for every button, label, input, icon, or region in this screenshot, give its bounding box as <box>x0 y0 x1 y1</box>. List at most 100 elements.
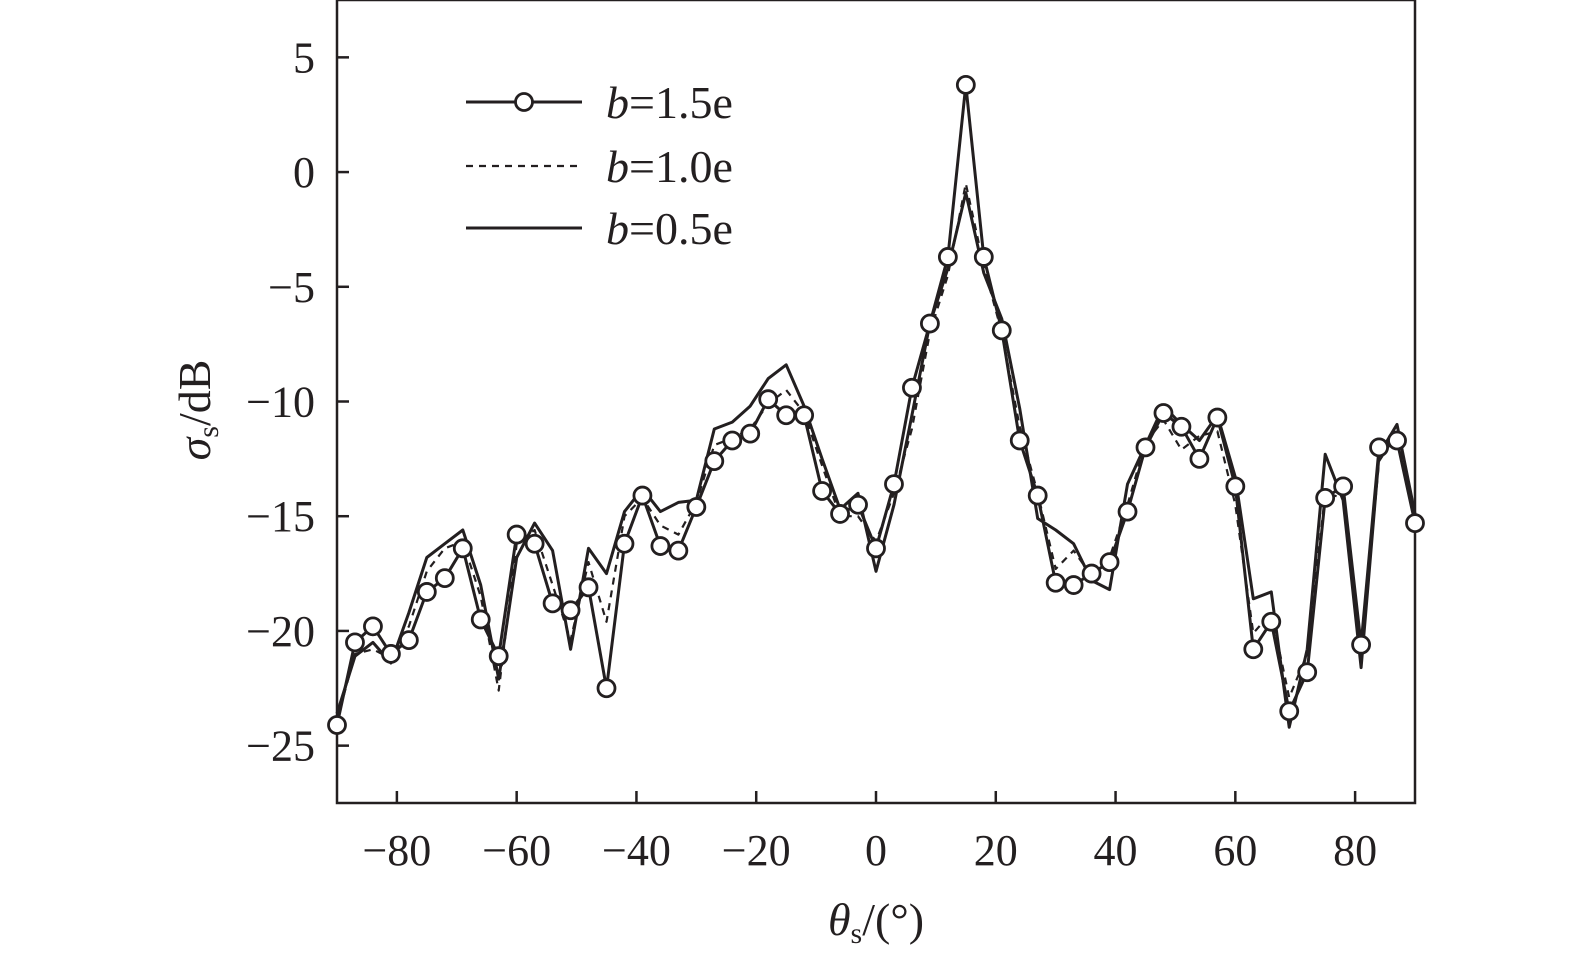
data-point-marker <box>488 646 509 667</box>
data-point-marker <box>794 405 815 426</box>
data-point-marker <box>1081 563 1102 584</box>
data-point-marker <box>614 533 635 554</box>
series <box>327 74 1425 735</box>
x-axis-symbol: θ <box>828 894 851 945</box>
x-tick-label: 20 <box>974 826 1018 875</box>
data-point-marker <box>937 247 958 267</box>
data-point-marker <box>542 593 563 614</box>
data-point-marker <box>1225 476 1246 497</box>
data-point-marker <box>327 715 347 735</box>
x-tick-label: 60 <box>1213 826 1257 875</box>
data-point-marker <box>632 485 653 506</box>
y-tick-label: −20 <box>246 607 315 656</box>
plot-frame <box>335 0 1417 805</box>
data-point-marker <box>1243 639 1264 660</box>
data-point-marker <box>758 389 779 410</box>
data-point-marker <box>902 377 922 398</box>
data-point-marker <box>722 430 743 451</box>
data-point-marker <box>524 533 545 554</box>
data-point-marker <box>776 405 797 426</box>
x-tick-label: −60 <box>482 826 551 875</box>
data-point-marker <box>1351 634 1371 655</box>
data-point-marker <box>596 678 617 699</box>
data-point-marker <box>1207 407 1228 428</box>
data-point-marker <box>1189 448 1210 469</box>
y-tick-label: 0 <box>293 148 315 197</box>
data-point-marker <box>1063 575 1084 595</box>
data-point-marker <box>416 582 437 602</box>
y-axis-symbol: σ <box>169 435 220 460</box>
data-point-marker <box>578 577 599 598</box>
ticks: −80 −60 −40 −20 0 20 40 60 80 5 0 −5 −10 −15 −20 −25 <box>246 33 1377 875</box>
data-point-marker <box>363 616 383 637</box>
x-tick-label: 40 <box>1094 826 1138 875</box>
x-tick-label: 0 <box>865 826 887 875</box>
data-point-marker <box>686 497 707 517</box>
data-point-marker <box>560 600 581 621</box>
data-point-marker <box>380 643 401 664</box>
data-point-marker <box>740 423 761 444</box>
data-point-marker <box>506 524 527 545</box>
data-point-marker <box>1045 572 1066 593</box>
data-point-marker <box>1315 487 1336 508</box>
data-point-marker <box>668 540 689 561</box>
legend-label-variable: b <box>606 77 629 128</box>
legend-label: b=1.5e <box>606 77 733 128</box>
x-tick-label: −80 <box>362 826 431 875</box>
data-point-marker <box>470 609 491 630</box>
data-point-marker <box>1117 501 1138 522</box>
data-point-marker <box>1009 430 1030 451</box>
data-point-marker <box>1261 611 1282 632</box>
x-axis-title: θs/(°) <box>828 894 924 950</box>
data-point-marker <box>973 247 994 267</box>
data-point-marker <box>1369 437 1389 458</box>
legend-marker <box>514 92 534 112</box>
x-axis-unit: /(°) <box>862 894 924 945</box>
data-point-marker <box>345 632 365 653</box>
data-point-marker <box>1153 403 1174 423</box>
data-point-marker <box>1405 513 1425 533</box>
data-point-marker <box>884 474 904 494</box>
x-tick-label: −40 <box>602 826 671 875</box>
legend-label-value: =1.0e <box>629 141 733 192</box>
data-point-marker <box>812 481 832 501</box>
y-tick-label: −10 <box>246 378 315 427</box>
data-point-marker <box>1279 701 1300 722</box>
data-point-marker <box>398 630 419 651</box>
data-point-marker <box>1135 437 1156 458</box>
data-point-marker <box>830 504 850 524</box>
legend: b=1.5eb=1.0eb=0.5e <box>466 77 733 254</box>
x-tick-label: −20 <box>722 826 791 875</box>
x-tick-label: 80 <box>1333 826 1377 875</box>
data-point-marker <box>1387 430 1407 451</box>
y-axis-unit: /dB <box>169 360 220 426</box>
data-point-marker <box>955 74 976 95</box>
data-point-marker <box>1099 552 1120 572</box>
y-tick-label: −25 <box>246 722 315 771</box>
legend-label-variable: b <box>606 141 629 192</box>
legend-label: b=1.0e <box>606 141 733 192</box>
data-point-marker <box>1297 662 1318 683</box>
data-point-marker <box>1027 485 1048 506</box>
data-point-marker <box>866 538 886 559</box>
y-tick-label: 5 <box>293 33 315 82</box>
data-point-marker <box>452 538 473 559</box>
legend-label-variable: b <box>606 203 629 254</box>
legend-label: b=0.5e <box>606 203 733 254</box>
data-point-marker <box>848 494 868 515</box>
data-point-marker <box>920 313 940 334</box>
data-point-marker <box>1333 476 1354 497</box>
data-point-marker <box>434 568 455 589</box>
y-axis-title: σs/dB <box>169 360 225 461</box>
data-point-marker <box>1171 416 1192 437</box>
y-tick-label: −15 <box>246 492 315 541</box>
data-point-marker <box>650 536 671 556</box>
y-tick-label: −5 <box>268 263 315 312</box>
y-axis-subscript: s <box>192 426 225 438</box>
data-point-marker <box>991 320 1012 341</box>
data-point-marker <box>704 451 725 472</box>
x-axis-subscript: s <box>851 917 863 950</box>
legend-label-value: =1.5e <box>629 77 733 128</box>
legend-label-value: =0.5e <box>629 203 733 254</box>
